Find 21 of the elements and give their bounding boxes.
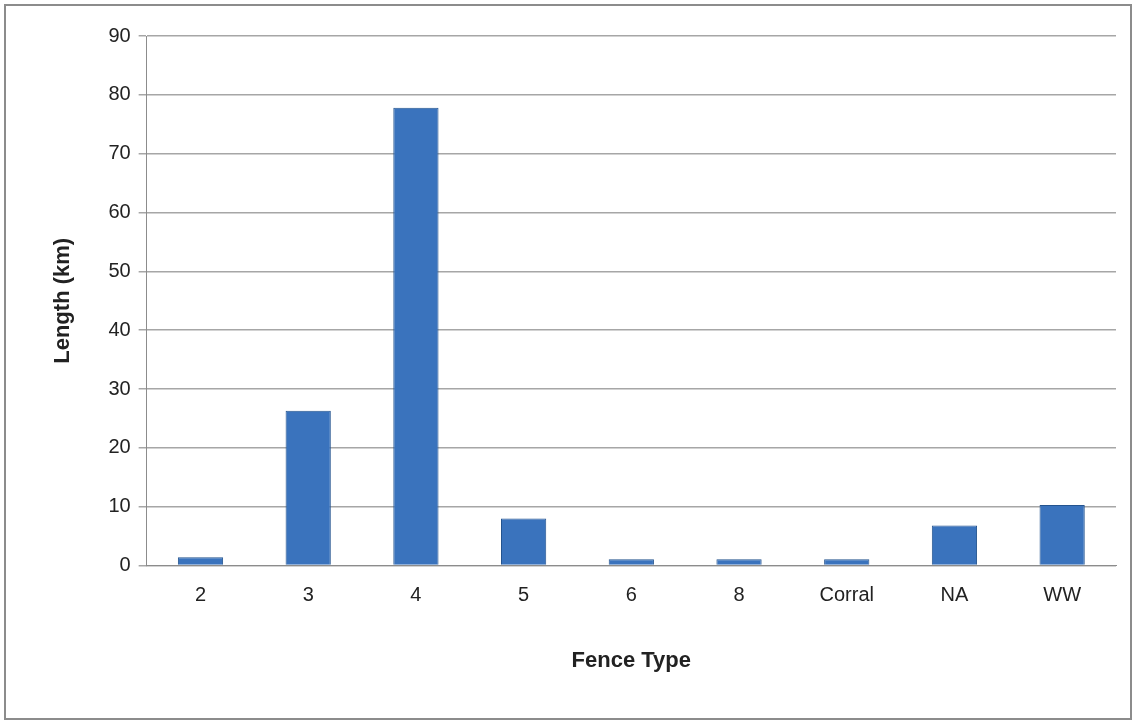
x-tick-label: WW — [1043, 583, 1082, 606]
y-tick-label: 70 — [108, 141, 131, 164]
y-tick-label: 90 — [108, 23, 131, 46]
x-tick-label: Corral — [819, 583, 874, 606]
x-tick-label: 2 — [194, 583, 207, 606]
x-tick-label: NA — [940, 583, 969, 606]
y-tick-label: 30 — [108, 376, 131, 399]
y-tick-label: 0 — [119, 553, 131, 576]
y-tick-label: 40 — [108, 317, 131, 340]
x-tick-label: 3 — [302, 583, 314, 606]
y-tick-label: 50 — [108, 258, 131, 281]
x-tick-label: 6 — [625, 583, 637, 606]
y-tick-label: 60 — [108, 200, 131, 223]
x-tick-label: 5 — [518, 583, 530, 606]
y-tick-label: 20 — [108, 435, 131, 458]
y-tick-label: 10 — [108, 494, 131, 517]
x-axis-title: Fence Type — [571, 646, 692, 672]
y-axis-title: Length (km) — [49, 237, 75, 364]
x-tick-label: 8 — [733, 583, 745, 606]
x-tick-label: 4 — [410, 583, 422, 606]
y-tick-label: 80 — [108, 82, 131, 105]
